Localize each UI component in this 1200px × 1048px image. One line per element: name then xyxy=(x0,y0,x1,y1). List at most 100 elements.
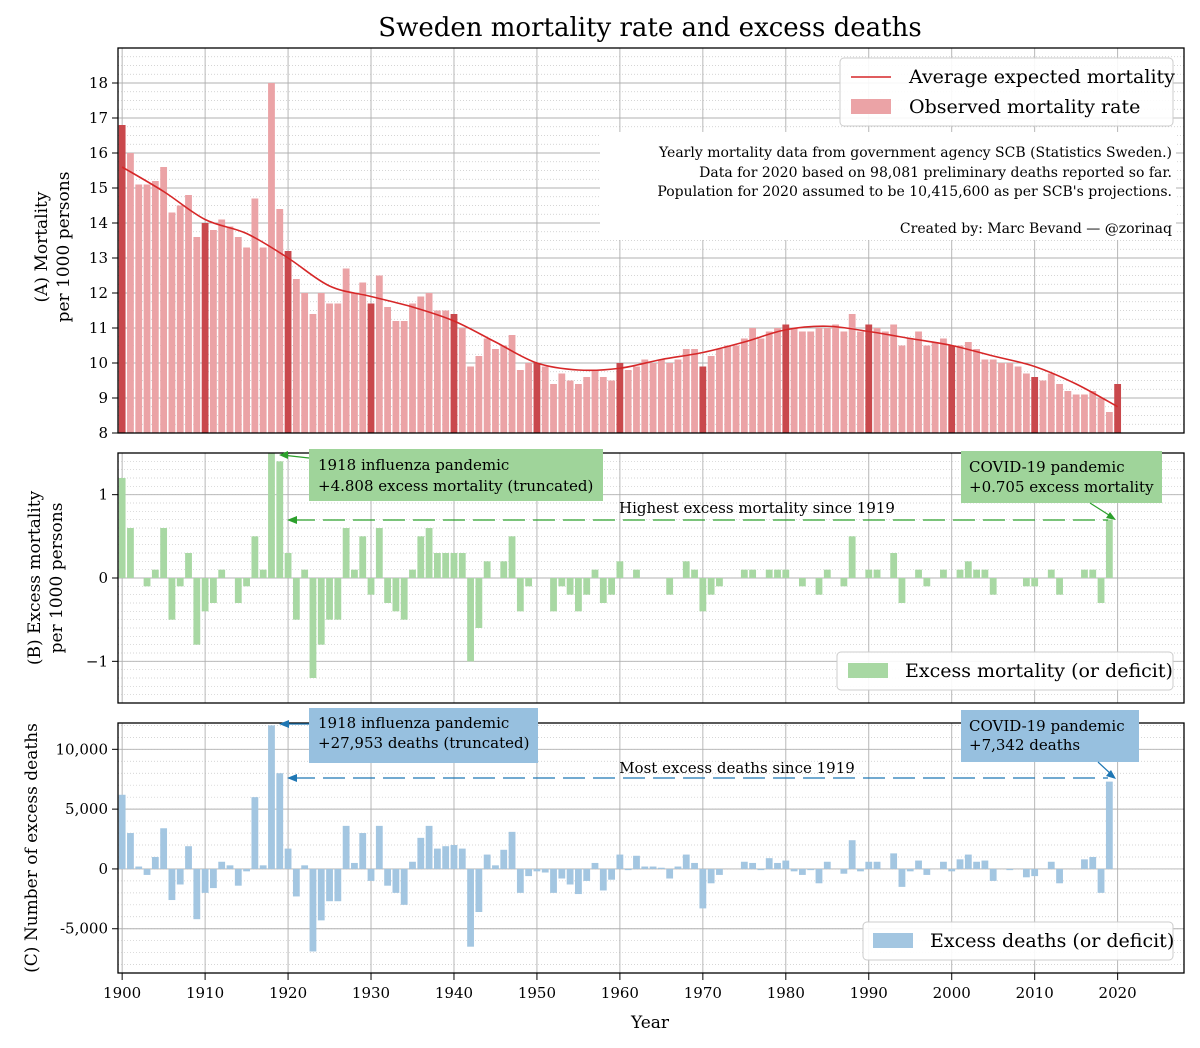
excess-mortality-bar xyxy=(351,569,358,578)
excess-deaths-bar xyxy=(1006,868,1014,871)
observed-mortality-bar xyxy=(682,349,690,433)
excess-mortality-bar xyxy=(151,569,159,578)
observed-mortality-bar xyxy=(276,209,284,433)
observed-mortality-bar xyxy=(641,359,649,433)
x-tick-label: 1930 xyxy=(352,984,390,1002)
y-tick-label: 1 xyxy=(98,486,108,504)
observed-mortality-bar xyxy=(234,237,242,433)
panel-c-most-arrow: Most excess deaths since 1919 xyxy=(287,759,1108,782)
excess-deaths-bar xyxy=(392,868,400,893)
observed-mortality-bar xyxy=(1014,366,1022,433)
excess-deaths-bar xyxy=(1022,868,1030,878)
excess-mortality-bar xyxy=(201,578,209,612)
excess-mortality-bar xyxy=(583,578,591,595)
excess-deaths-bar xyxy=(923,868,931,875)
excess-deaths-bar xyxy=(558,868,566,879)
panel-b-ylabel-1: (B) Excess mortality xyxy=(25,490,45,665)
excess-mortality-bar xyxy=(1031,578,1039,587)
excess-mortality-bar xyxy=(940,569,947,578)
panel-b-y-ticks: −1 0 1 xyxy=(86,486,118,670)
excess-deaths-bar xyxy=(873,861,881,869)
observed-mortality-bar xyxy=(118,125,126,433)
excess-deaths-bar xyxy=(185,846,192,869)
excess-mortality-bar xyxy=(608,578,615,595)
observed-mortality-bar xyxy=(550,384,557,433)
observed-mortality-bar xyxy=(367,303,375,433)
y-tick-label: −1 xyxy=(86,652,108,670)
excess-mortality-bar xyxy=(1081,569,1088,578)
excess-mortality-bar xyxy=(840,578,848,587)
excess-deaths-bar xyxy=(201,868,209,893)
excess-mortality-bar xyxy=(566,578,574,595)
excess-mortality-bar xyxy=(185,553,192,578)
excess-mortality-bar xyxy=(707,578,715,595)
observed-mortality-bar xyxy=(566,380,574,433)
excess-mortality-bar xyxy=(525,578,533,587)
excess-mortality-bar xyxy=(1105,519,1113,578)
excess-deaths-bar xyxy=(981,860,989,869)
observed-mortality-bar xyxy=(906,338,914,433)
observed-mortality-bar xyxy=(774,328,781,433)
observed-mortality-bar xyxy=(1097,398,1105,433)
observed-mortality-bar xyxy=(400,321,408,433)
excess-deaths-bar xyxy=(989,868,997,881)
excess-mortality-bar xyxy=(342,528,350,578)
excess-mortality-bar xyxy=(268,453,275,578)
excess-deaths-bar xyxy=(807,868,815,871)
observed-mortality-bar xyxy=(633,366,640,433)
excess-deaths-bar xyxy=(583,868,591,881)
excess-mortality-bar xyxy=(550,578,557,612)
excess-deaths-bar xyxy=(209,868,217,889)
x-tick-label: 2010 xyxy=(1016,984,1054,1002)
excess-deaths-bar xyxy=(450,845,458,869)
x-tick-label: 1970 xyxy=(684,984,722,1002)
observed-mortality-bar xyxy=(898,345,906,433)
observed-mortality-bar xyxy=(1047,373,1055,433)
svg-text:1918 influenza pandemic: 1918 influenza pandemic xyxy=(318,456,509,474)
observed-mortality-bar xyxy=(873,328,881,433)
excess-deaths-bar xyxy=(840,868,848,874)
excess-mortality-bar xyxy=(1022,578,1030,587)
svg-text:+7,342 deaths: +7,342 deaths xyxy=(969,736,1080,754)
excess-deaths-bar xyxy=(375,825,383,869)
observed-mortality-bar xyxy=(616,363,624,433)
excess-mortality-bar xyxy=(309,578,317,678)
excess-mortality-bar xyxy=(433,553,441,578)
excess-mortality-bar xyxy=(890,553,898,578)
excess-deaths-bar xyxy=(757,868,765,871)
excess-mortality-bar xyxy=(765,569,773,578)
excess-deaths-bar xyxy=(151,856,159,869)
observed-mortality-bar xyxy=(674,359,682,433)
excess-deaths-bar xyxy=(326,868,333,902)
excess-mortality-bar xyxy=(558,578,566,587)
legend-excess-deaths-label: Excess deaths (or deficit) xyxy=(930,930,1174,952)
excess-deaths-bar xyxy=(1081,859,1088,869)
observed-mortality-bar xyxy=(591,370,599,433)
excess-deaths-bar xyxy=(782,860,790,869)
excess-deaths-bar xyxy=(500,849,508,869)
excess-mortality-bar xyxy=(508,536,516,578)
excess-deaths-bar xyxy=(1097,868,1105,893)
y-tick-label: 9 xyxy=(98,389,108,407)
observed-mortality-bar xyxy=(359,282,367,433)
observed-mortality-bar xyxy=(384,307,392,433)
panel-a-ylabel-2: per 1000 persons xyxy=(54,172,74,323)
observed-mortality-bar xyxy=(1031,377,1039,433)
excess-mortality-bar xyxy=(251,536,259,578)
observed-mortality-bar xyxy=(292,279,300,433)
observed-mortality-bar xyxy=(699,366,707,433)
panel-b-covid-annotation: COVID-19 pandemic +0.705 excess mortalit… xyxy=(961,451,1162,520)
excess-mortality-bar xyxy=(458,553,466,578)
y-tick-label: 13 xyxy=(89,249,108,267)
excess-deaths-bar xyxy=(624,868,632,871)
observed-mortality-bar xyxy=(533,363,541,433)
excess-mortality-bar xyxy=(516,578,524,612)
excess-mortality-bar xyxy=(127,528,134,578)
excess-mortality-bar xyxy=(475,578,483,628)
x-tick-label: 1900 xyxy=(103,984,141,1002)
excess-mortality-bar xyxy=(1089,569,1097,578)
y-tick-label: 17 xyxy=(89,109,108,127)
excess-deaths-bar xyxy=(284,848,292,869)
excess-deaths-bar xyxy=(492,865,499,869)
observed-mortality-bar xyxy=(1064,391,1072,433)
